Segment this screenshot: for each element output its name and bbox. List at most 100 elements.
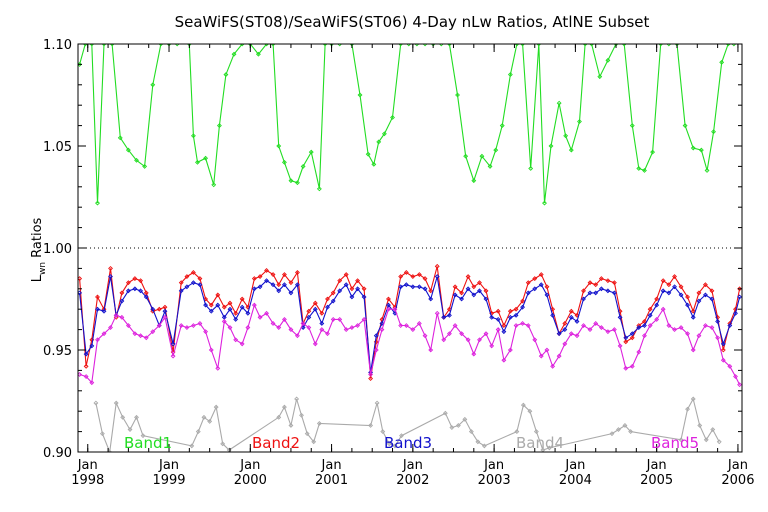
data-point-band5	[295, 333, 300, 339]
data-point-band5	[306, 325, 312, 330]
series-band5	[78, 302, 742, 388]
data-point-band2	[562, 321, 568, 326]
data-point-band3	[257, 284, 263, 290]
data-point-band3	[690, 314, 696, 320]
data-point-band3	[125, 288, 131, 294]
data-point-band3	[520, 304, 525, 310]
data-point-band2	[239, 296, 245, 302]
data-point-band1	[719, 59, 725, 65]
data-point-band3	[642, 323, 647, 328]
data-point-band3	[270, 282, 276, 288]
data-point-band3	[422, 286, 428, 292]
data-point-band4	[120, 414, 126, 420]
data-point-band4	[311, 439, 317, 445]
data-point-band2	[581, 288, 586, 294]
data-point-band2	[295, 270, 300, 275]
data-point-band5	[538, 353, 544, 359]
data-point-band2	[251, 276, 257, 282]
data-point-band1	[89, 44, 95, 47]
x-tick-year: 2001	[315, 473, 348, 488]
y-tick-label: 0.90	[43, 446, 72, 461]
data-point-band1	[479, 153, 485, 159]
data-point-band3	[434, 274, 440, 279]
data-point-band3	[138, 288, 144, 294]
data-point-band3	[337, 288, 343, 294]
data-point-band3	[636, 325, 642, 330]
data-point-band3	[245, 310, 251, 316]
data-point-band1	[125, 147, 131, 153]
series-band2	[78, 263, 742, 381]
data-point-band2	[83, 363, 89, 369]
data-point-band3	[83, 351, 89, 357]
data-point-band5	[727, 363, 733, 369]
data-point-band2	[495, 308, 501, 314]
data-point-band1	[276, 143, 282, 149]
data-point-band5	[319, 327, 325, 333]
data-point-band5	[574, 333, 580, 339]
data-point-band4	[468, 429, 474, 435]
data-point-band5	[368, 372, 374, 377]
data-point-band5	[685, 331, 690, 337]
data-point-band1	[629, 123, 635, 129]
data-point-band1	[288, 178, 294, 184]
data-point-band2	[501, 323, 507, 328]
data-point-band5	[654, 316, 660, 322]
data-point-band2	[221, 304, 227, 310]
data-point-band1	[621, 44, 627, 47]
data-point-band4	[616, 427, 621, 432]
data-point-band3	[227, 306, 233, 312]
data-point-band1	[455, 92, 460, 98]
data-point-band1	[166, 44, 172, 47]
data-point-band3	[178, 288, 184, 294]
data-point-band5	[281, 316, 287, 322]
data-point-band4	[213, 404, 219, 410]
data-point-band3	[507, 314, 513, 320]
data-point-band1	[231, 51, 237, 57]
data-point-band3	[276, 288, 282, 294]
data-point-band1	[190, 133, 196, 139]
data-point-band5	[349, 325, 355, 330]
data-point-band3	[581, 296, 586, 302]
data-point-band2	[416, 272, 422, 277]
data-point-band5	[489, 343, 495, 349]
data-point-band3	[355, 286, 361, 292]
data-point-band4	[685, 406, 690, 412]
data-point-band1	[542, 200, 547, 206]
data-point-band4	[540, 447, 546, 452]
data-point-band5	[629, 363, 635, 369]
data-point-band3	[678, 292, 684, 298]
data-point-band5	[95, 337, 100, 343]
data-point-band3	[197, 282, 203, 288]
data-point-band2	[349, 286, 355, 292]
data-point-band3	[605, 288, 611, 294]
data-point-band3	[398, 284, 404, 290]
data-point-band5	[623, 365, 629, 371]
data-point-band1	[376, 139, 382, 145]
data-point-band1	[690, 145, 696, 151]
data-point-band3	[428, 296, 434, 302]
data-point-band4	[546, 445, 552, 451]
data-point-band2	[666, 282, 672, 288]
data-point-band1	[216, 123, 222, 129]
data-point-band5	[605, 329, 611, 335]
data-point-band3	[720, 341, 726, 347]
data-point-band4	[462, 416, 468, 422]
data-point-band2	[355, 278, 361, 284]
data-point-band1	[349, 44, 355, 47]
data-point-band5	[678, 325, 684, 330]
legend-entry-band2: Band2	[252, 434, 300, 452]
data-point-band5	[108, 325, 113, 330]
data-point-band1	[507, 72, 513, 78]
data-point-band1	[357, 92, 363, 98]
data-point-band3	[251, 286, 257, 292]
data-point-band2	[398, 274, 404, 279]
data-point-band5	[355, 323, 361, 328]
data-point-band4	[678, 437, 684, 443]
data-point-band5	[330, 316, 336, 322]
data-point-band4	[520, 402, 526, 408]
data-point-band5	[403, 323, 409, 328]
data-point-band2	[410, 274, 416, 279]
data-point-band2	[733, 306, 738, 312]
data-point-band5	[227, 325, 233, 330]
data-point-band5	[483, 331, 489, 337]
